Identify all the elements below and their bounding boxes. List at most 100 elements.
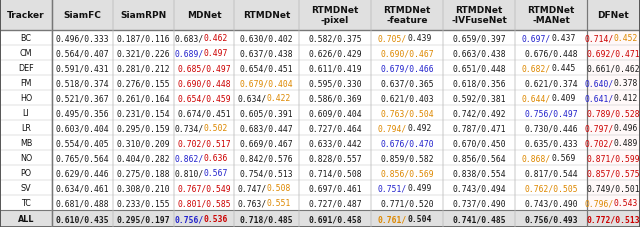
Text: 0.495/0.356: 0.495/0.356 (56, 109, 109, 118)
Bar (0, 91, 52, 106)
Text: 0.610/0.435: 0.610/0.435 (56, 214, 109, 223)
Bar (371, 0, 443, 31)
Text: 0.749/0.501: 0.749/0.501 (587, 184, 640, 192)
Bar (52, 91, 113, 106)
Bar (515, 31, 587, 46)
Text: 0.681/0.488: 0.681/0.488 (56, 199, 109, 207)
Bar (52, 195, 113, 210)
Bar (234, 46, 299, 61)
Bar (587, 46, 640, 61)
Bar (0, 61, 52, 76)
Bar (587, 121, 640, 136)
Text: 0.437: 0.437 (551, 34, 575, 43)
Text: 0.871/0.599: 0.871/0.599 (587, 154, 640, 163)
Bar (113, 166, 174, 180)
Bar (234, 136, 299, 151)
Text: 0.856/0.564: 0.856/0.564 (452, 154, 506, 163)
Text: RTMDNet
-MANet: RTMDNet -MANet (527, 6, 575, 25)
Text: 0.502: 0.502 (204, 124, 228, 133)
Text: PO: PO (20, 169, 31, 178)
Text: 0.634/0.461: 0.634/0.461 (56, 184, 109, 192)
Bar (443, 136, 515, 151)
Text: 0.462: 0.462 (204, 34, 228, 43)
Text: 0.842/0.576: 0.842/0.576 (240, 154, 293, 163)
Text: 0.564/0.407: 0.564/0.407 (56, 49, 109, 58)
Bar (371, 76, 443, 91)
Text: 0.567: 0.567 (204, 169, 228, 178)
Bar (174, 106, 234, 121)
Text: 0.551: 0.551 (266, 199, 291, 207)
Text: 0.762/0.505: 0.762/0.505 (524, 184, 578, 192)
Bar (587, 61, 640, 76)
Bar (113, 0, 174, 31)
Bar (234, 76, 299, 91)
Bar (0, 46, 52, 61)
Text: SiamRPN: SiamRPN (120, 11, 166, 20)
Bar (587, 76, 640, 91)
Text: 0.654/0.451: 0.654/0.451 (240, 64, 293, 73)
Bar (443, 106, 515, 121)
Bar (515, 46, 587, 61)
Bar (234, 0, 299, 31)
Text: 0.636: 0.636 (204, 154, 228, 163)
Bar (52, 31, 113, 46)
Text: 0.743/0.490: 0.743/0.490 (524, 199, 578, 207)
Text: 0.489: 0.489 (614, 139, 638, 148)
Text: 0.868/: 0.868/ (522, 154, 551, 163)
Bar (113, 151, 174, 166)
Bar (0, 0, 52, 31)
Bar (443, 76, 515, 91)
Bar (587, 151, 640, 166)
Text: 0.644/: 0.644/ (522, 94, 551, 103)
Bar (113, 76, 174, 91)
Text: 0.756/0.497: 0.756/0.497 (524, 109, 578, 118)
Text: 0.231/0.154: 0.231/0.154 (116, 109, 170, 118)
Text: 0.697/: 0.697/ (522, 34, 551, 43)
Bar (371, 61, 443, 76)
Bar (371, 136, 443, 151)
Text: 0.496/0.333: 0.496/0.333 (56, 34, 109, 43)
Bar (587, 136, 640, 151)
Bar (299, 166, 371, 180)
Text: 0.518/0.374: 0.518/0.374 (56, 79, 109, 88)
Text: 0.828/0.557: 0.828/0.557 (308, 154, 362, 163)
Text: 0.276/0.155: 0.276/0.155 (116, 79, 170, 88)
Bar (174, 121, 234, 136)
Text: DFNet: DFNet (598, 11, 629, 20)
Bar (371, 210, 443, 227)
Bar (52, 210, 113, 227)
Text: RTMDNet
-IVFuseNet: RTMDNet -IVFuseNet (451, 6, 507, 25)
Bar (52, 151, 113, 166)
Bar (0, 151, 52, 166)
Bar (443, 151, 515, 166)
Bar (443, 166, 515, 180)
Text: 0.718/0.485: 0.718/0.485 (240, 214, 293, 223)
Bar (371, 106, 443, 121)
Text: 0.689/: 0.689/ (175, 49, 204, 58)
Text: SiamFC: SiamFC (63, 11, 101, 20)
Text: BC: BC (20, 34, 31, 43)
Text: 0.690/0.448: 0.690/0.448 (177, 79, 231, 88)
Bar (113, 46, 174, 61)
Bar (234, 91, 299, 106)
Text: 0.586/0.369: 0.586/0.369 (308, 94, 362, 103)
Bar (0, 106, 52, 121)
Bar (174, 91, 234, 106)
Text: 0.321/0.226: 0.321/0.226 (116, 49, 170, 58)
Text: 0.702/: 0.702/ (584, 139, 614, 148)
Text: 0.797/: 0.797/ (584, 124, 614, 133)
Text: 0.679/0.404: 0.679/0.404 (240, 79, 293, 88)
Text: 0.765/0.564: 0.765/0.564 (56, 154, 109, 163)
Bar (443, 91, 515, 106)
Bar (371, 166, 443, 180)
Bar (174, 136, 234, 151)
Text: 0.727/0.487: 0.727/0.487 (308, 199, 362, 207)
Text: 0.629/0.446: 0.629/0.446 (56, 169, 109, 178)
Bar (113, 61, 174, 76)
Text: 0.592/0.381: 0.592/0.381 (452, 94, 506, 103)
Text: MDNet: MDNet (187, 11, 221, 20)
Bar (371, 195, 443, 210)
Text: 0.582/0.375: 0.582/0.375 (308, 34, 362, 43)
Bar (515, 136, 587, 151)
Bar (587, 0, 640, 31)
